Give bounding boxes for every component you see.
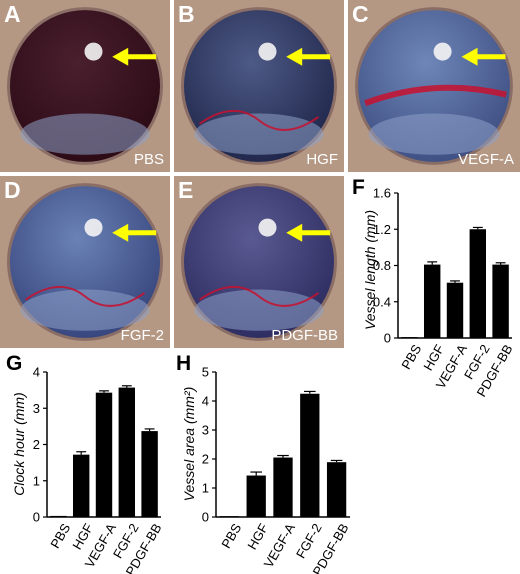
blood-vessel bbox=[198, 109, 320, 131]
condition-label: VEGF-A bbox=[458, 151, 514, 168]
y-tick-label: 1.2 bbox=[373, 222, 391, 237]
y-tick-label: 0.4 bbox=[373, 294, 391, 309]
photo-panel-e: E PDGF-BB bbox=[174, 176, 344, 348]
x-tick-label: PBS bbox=[47, 521, 73, 551]
y-tick-label: 1.6 bbox=[373, 186, 391, 201]
photo-panel-a: A PBS bbox=[0, 0, 170, 172]
bar-pdgf-bb bbox=[326, 462, 347, 517]
y-tick-label: 0.8 bbox=[373, 258, 391, 273]
y-tick-label: 3 bbox=[33, 401, 40, 416]
x-tick-label: HGF bbox=[244, 521, 271, 552]
panel-letter: D bbox=[4, 177, 21, 203]
y-tick-label: 2 bbox=[33, 437, 40, 452]
condition-label: PBS bbox=[133, 151, 164, 168]
condition-label: HGF bbox=[306, 151, 338, 168]
eye-photo bbox=[0, 0, 170, 172]
bar-pbs bbox=[50, 515, 67, 517]
eye-photo bbox=[174, 0, 344, 172]
y-tick-label: 0 bbox=[202, 510, 209, 525]
bar-pbs bbox=[219, 516, 240, 517]
arrow-icon bbox=[461, 47, 506, 66]
bar-pdgf-bb bbox=[141, 431, 158, 517]
bar-vegf-a bbox=[95, 392, 113, 517]
bar-vegf-a bbox=[273, 457, 293, 517]
y-tick-label: 4 bbox=[33, 365, 40, 380]
y-tick-label: 0 bbox=[33, 510, 40, 525]
panel-letter: A bbox=[4, 1, 21, 27]
eye-photo bbox=[0, 176, 170, 348]
y-tick-label: 1 bbox=[202, 481, 209, 496]
y-tick-label: 4 bbox=[202, 394, 209, 409]
eye-photo bbox=[348, 0, 520, 172]
arrow-icon bbox=[112, 47, 157, 66]
y-tick-label: 2 bbox=[202, 452, 209, 467]
blood-vessel bbox=[198, 285, 320, 307]
y-axis-label: Vessel length (mm) bbox=[362, 210, 378, 330]
arrow-icon bbox=[286, 47, 331, 66]
panel-letter: C bbox=[352, 1, 369, 27]
arrow-icon bbox=[286, 223, 331, 242]
panel-letter-g: G bbox=[6, 352, 23, 375]
blood-vessel bbox=[24, 285, 146, 307]
bar-pbs bbox=[401, 337, 418, 338]
bar-hgf bbox=[246, 475, 266, 517]
arrow-icon bbox=[112, 223, 157, 242]
panel-letter: B bbox=[178, 1, 195, 27]
condition-label: PDGF-BB bbox=[271, 327, 338, 344]
bar-pdgf-bb bbox=[492, 264, 509, 338]
condition-label: FGF-2 bbox=[120, 327, 164, 344]
eye-photo bbox=[174, 176, 344, 348]
y-tick-label: 0 bbox=[384, 331, 391, 346]
y-axis-label: Vessel area (mm²) bbox=[181, 387, 197, 502]
y-tick-label: 3 bbox=[202, 423, 209, 438]
panel-letter: E bbox=[178, 177, 194, 203]
photo-panel-d: D FGF-2 bbox=[0, 176, 170, 348]
photo-panel-b: B HGF bbox=[174, 0, 344, 172]
photo-panel-c: C VEGF-A bbox=[348, 0, 520, 172]
bar-hgf bbox=[72, 454, 90, 517]
y-tick-label: 5 bbox=[202, 365, 209, 380]
bar-fgf-2 bbox=[300, 393, 320, 517]
bar-fgf-2 bbox=[118, 387, 136, 517]
bar-hgf bbox=[423, 264, 441, 338]
panel-letter-h: H bbox=[176, 352, 192, 375]
panel-letter-f: F bbox=[352, 176, 365, 199]
x-tick-label: PBS bbox=[398, 342, 424, 372]
y-tick-label: 1 bbox=[33, 473, 40, 488]
blood-vessel bbox=[364, 84, 507, 107]
y-axis-label: Clock hour (mm) bbox=[11, 392, 27, 495]
bar-vegf-a bbox=[446, 282, 464, 338]
x-tick-label: PBS bbox=[218, 521, 244, 551]
bar-fgf-2 bbox=[469, 229, 487, 338]
